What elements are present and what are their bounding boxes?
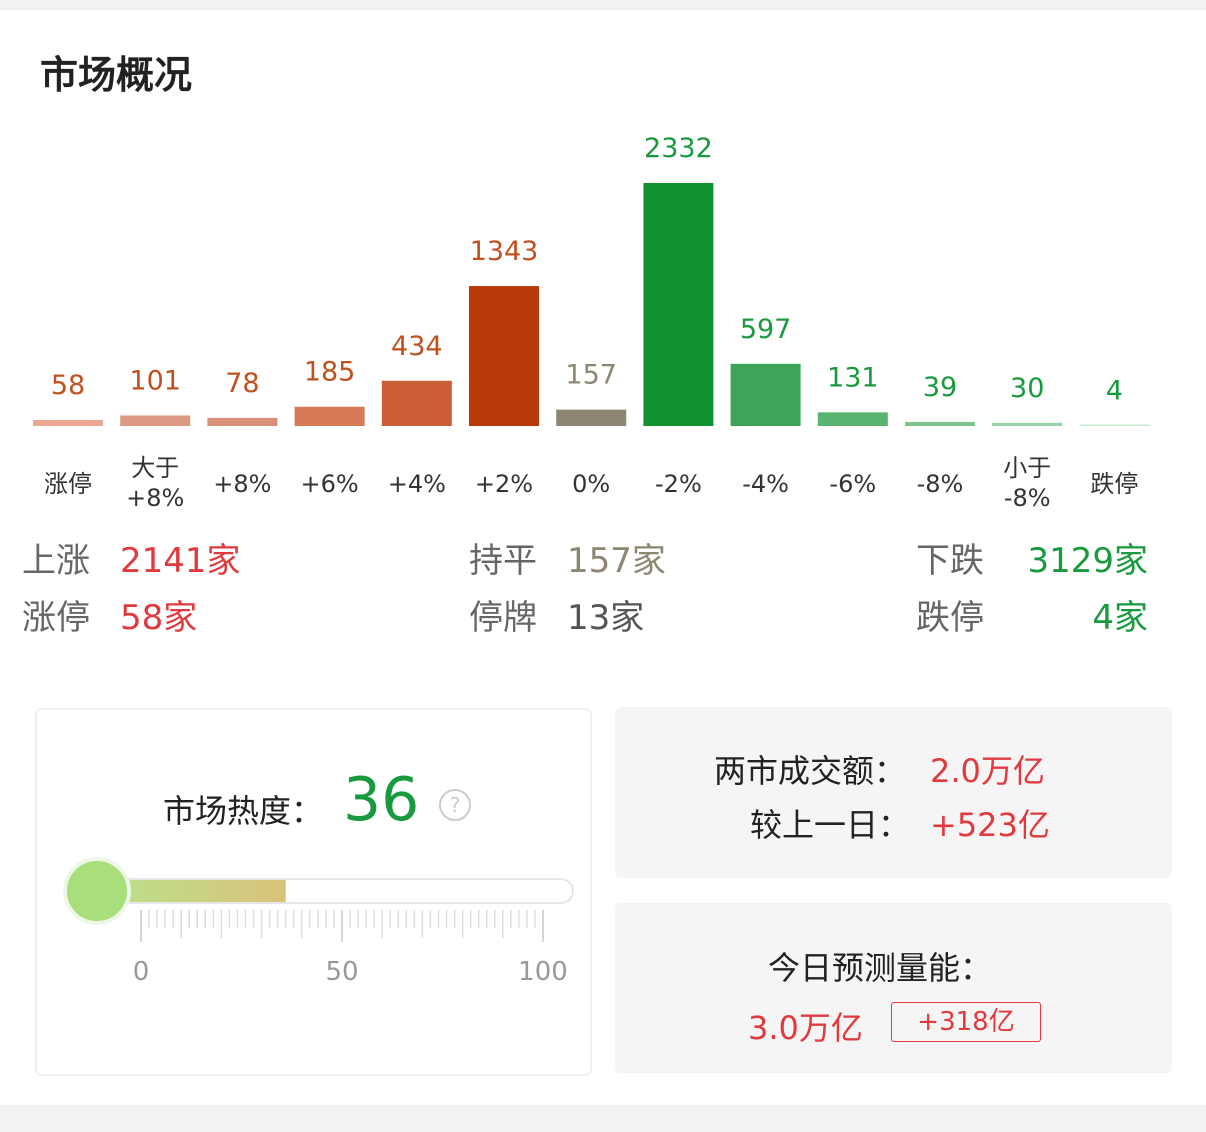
category-label: 小于 -8% [1003, 454, 1052, 512]
value-label: 30 [1010, 373, 1044, 404]
forecast-value: 3.0万亿 [748, 1009, 863, 1047]
bar [294, 406, 365, 426]
value-label: 157 [565, 360, 617, 391]
heat-panel [35, 708, 592, 1076]
summary-label: 涨停 [22, 598, 90, 638]
category-label: -4% [742, 470, 789, 498]
value-label: 1343 [470, 236, 539, 267]
turnover-panel [615, 707, 1172, 878]
bar [817, 412, 888, 426]
summary-value: 157家 [567, 541, 666, 581]
value-label: 434 [391, 331, 443, 362]
value-label: 39 [923, 372, 957, 403]
top-strip [0, 0, 1206, 10]
value-label: 58 [51, 370, 85, 401]
category-label: 0% [572, 470, 611, 498]
forecast-change: +318亿 [891, 1002, 1041, 1042]
gauge-fill [97, 880, 286, 902]
scale-label: 0 [133, 957, 150, 987]
category-label: +8% [213, 470, 272, 498]
summary-value: 4家 [1092, 598, 1148, 638]
bar [992, 422, 1063, 426]
category-label: 跌停 [1090, 470, 1139, 498]
category-label: +2% [474, 470, 534, 498]
scale-label: 100 [518, 957, 568, 987]
heat-title: 市场热度： [163, 792, 324, 830]
bar [556, 409, 627, 426]
bar [1079, 424, 1150, 426]
summary-label: 持平 [469, 541, 537, 581]
heat-value: 36 [343, 765, 420, 835]
summary-label: 上涨 [22, 541, 90, 581]
summary-value: 3129家 [1027, 541, 1148, 581]
category-label: -6% [829, 470, 877, 498]
chart: 58 101 78 185 434 1343 157 2332 597 131 39 30 4 [33, 133, 1150, 426]
summary-value: 13家 [567, 598, 645, 638]
category-label: +6% [300, 470, 359, 498]
value-label: 131 [827, 362, 879, 393]
scale-label: 50 [325, 957, 358, 987]
value-label: 597 [740, 314, 792, 345]
summary-value: 2141家 [120, 541, 241, 581]
category-label: +4% [387, 470, 446, 498]
summary-value: 58家 [120, 598, 198, 638]
bar [33, 419, 103, 426]
category-label: -8% [916, 470, 964, 498]
bottom-strip [0, 1105, 1206, 1132]
bar [905, 421, 975, 426]
bar [643, 183, 714, 426]
bar [730, 363, 801, 426]
value-label: 2332 [644, 133, 713, 164]
category-label: 涨停 [44, 470, 92, 498]
bar [381, 380, 452, 426]
value-label: 4 [1106, 376, 1123, 407]
value-label: 101 [129, 365, 181, 396]
forecast-label: 今日预测量能： [768, 949, 993, 987]
summary-label: 跌停 [916, 598, 984, 638]
value-label: 185 [304, 357, 356, 388]
summary-label: 下跌 [916, 541, 984, 581]
category-label: 大于 +8% [126, 454, 185, 512]
change-value: +523亿 [930, 806, 1050, 844]
heat-gauge: 0 50 100 [63, 857, 574, 987]
turnover-label: 两市成交额： [714, 752, 907, 790]
turnover-value: 2.0万亿 [930, 752, 1045, 790]
value-label: 78 [225, 368, 259, 399]
category-label: -2% [655, 470, 702, 498]
gauge-knob [63, 857, 131, 925]
bar [120, 415, 191, 426]
change-label: 较上一日： [750, 806, 911, 844]
help-icon[interactable]: ? [439, 789, 471, 821]
forecast-panel [615, 903, 1172, 1073]
bar [207, 417, 278, 426]
page-title: 市场概况 [40, 53, 193, 97]
summary-label: 停牌 [469, 598, 537, 638]
bar [469, 286, 539, 426]
